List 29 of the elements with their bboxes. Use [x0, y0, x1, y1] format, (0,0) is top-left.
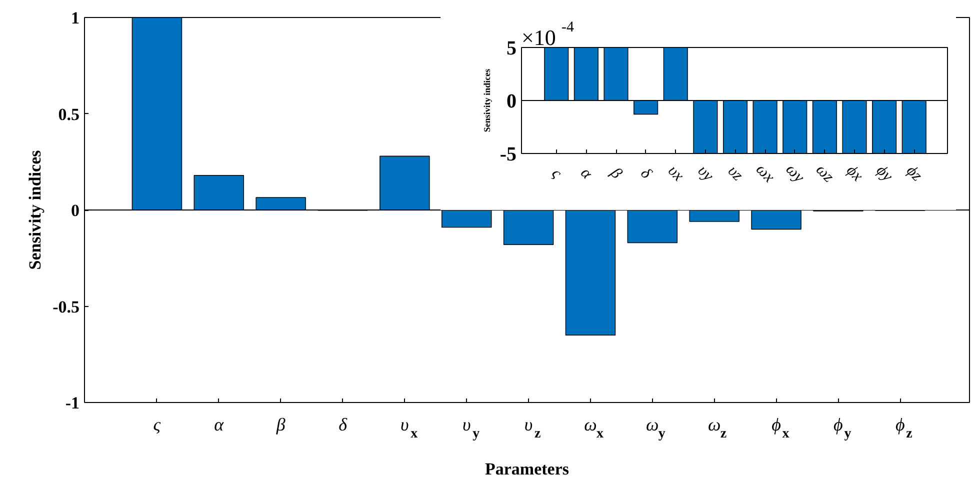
y-tick-label: -1 [65, 394, 80, 412]
y-axis-title: Sensivity indices [482, 68, 492, 132]
x-tick-label: α [214, 414, 224, 434]
y-tick-label: -5 [500, 144, 517, 166]
x-tick-label: ωz [812, 161, 838, 186]
x-tick-label: ϕx [843, 162, 866, 185]
y-tick-label: 0 [506, 90, 516, 112]
x-tick-label: β [275, 414, 286, 434]
y-tick-label: 5 [506, 38, 516, 60]
x-tick-label: δ [637, 164, 655, 182]
y-tick-label: 1 [71, 8, 80, 28]
y-tick-label: -0.5 [52, 297, 80, 316]
y-axis-title: Sensivity indices [26, 150, 45, 270]
x-tick-label: ωx [752, 160, 778, 186]
x-tick-label: ϕy [872, 162, 896, 186]
x-tick-label: δ [338, 414, 348, 434]
x-axis-title: Parameters [485, 460, 570, 478]
x-tick-label: α [577, 164, 596, 183]
x-tick-label: ωy [782, 160, 808, 187]
x-tick-label: β [606, 164, 625, 182]
x-tick-label: ς [548, 165, 566, 182]
x-tick-label: ϕz [902, 162, 926, 186]
x-tick-label: υx [664, 162, 687, 185]
x-tick-label: υy [694, 162, 718, 186]
y-tick-label: 0.5 [58, 104, 80, 124]
annotation: ×10-4 [522, 20, 574, 50]
x-tick-label: ς [153, 414, 162, 434]
y-tick-label: 0 [71, 201, 80, 220]
x-tick-label: υz [724, 162, 747, 185]
